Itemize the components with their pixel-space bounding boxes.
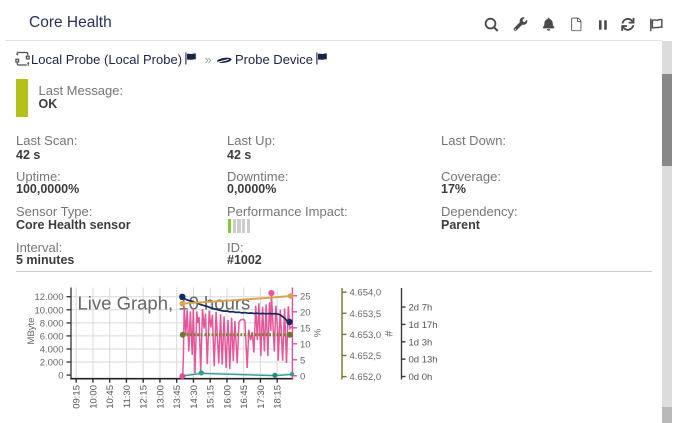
svg-text:10: 10 [300, 339, 311, 350]
svg-text:17:30: 17:30 [256, 385, 267, 409]
svg-text:18:15: 18:15 [273, 385, 284, 409]
svg-text:4.652,0: 4.652,0 [350, 372, 382, 383]
svg-text:4.652,5: 4.652,5 [350, 351, 382, 362]
svg-text:16:00: 16:00 [222, 385, 233, 409]
svg-text:12:15: 12:15 [139, 385, 150, 409]
svg-text:2d 7h: 2d 7h [409, 303, 433, 314]
svg-text:Live Graph, 10 hours: Live Graph, 10 hours [78, 293, 251, 314]
svg-text:2.000: 2.000 [40, 358, 64, 369]
svg-text:MByte: MByte [26, 318, 37, 345]
svg-text:0: 0 [300, 371, 305, 382]
svg-text:0d 0h: 0d 0h [409, 372, 433, 383]
svg-text:10:00: 10:00 [88, 385, 99, 409]
svg-text:0: 0 [58, 371, 63, 382]
svg-text:4.653,0: 4.653,0 [350, 330, 382, 341]
svg-text:0d 13h: 0d 13h [409, 355, 438, 366]
svg-text:1d 3h: 1d 3h [409, 337, 433, 348]
svg-text:4.000: 4.000 [40, 345, 64, 356]
svg-text:1d 17h: 1d 17h [409, 320, 438, 331]
svg-text:10:45: 10:45 [105, 385, 116, 409]
svg-text:13:00: 13:00 [155, 385, 166, 409]
svg-text:13:45: 13:45 [172, 385, 183, 409]
svg-text:11:30: 11:30 [122, 385, 133, 408]
svg-text:4.654,0: 4.654,0 [350, 288, 382, 299]
svg-text:8.000: 8.000 [40, 318, 64, 329]
svg-text:20: 20 [300, 307, 311, 318]
svg-text:%: % [313, 328, 324, 337]
svg-text:#: # [384, 330, 396, 337]
svg-text:16:45: 16:45 [239, 385, 250, 409]
svg-text:15: 15 [300, 323, 311, 334]
svg-text:09:15: 09:15 [72, 385, 83, 409]
svg-text:5: 5 [300, 355, 305, 366]
svg-text:12.000: 12.000 [34, 292, 63, 303]
svg-text:10.000: 10.000 [34, 305, 63, 316]
svg-text:4.653,5: 4.653,5 [350, 309, 382, 320]
svg-text:15:15: 15:15 [206, 385, 217, 409]
svg-text:6.000: 6.000 [40, 331, 64, 342]
svg-text:25: 25 [300, 291, 311, 302]
svg-text:14:30: 14:30 [189, 385, 200, 409]
